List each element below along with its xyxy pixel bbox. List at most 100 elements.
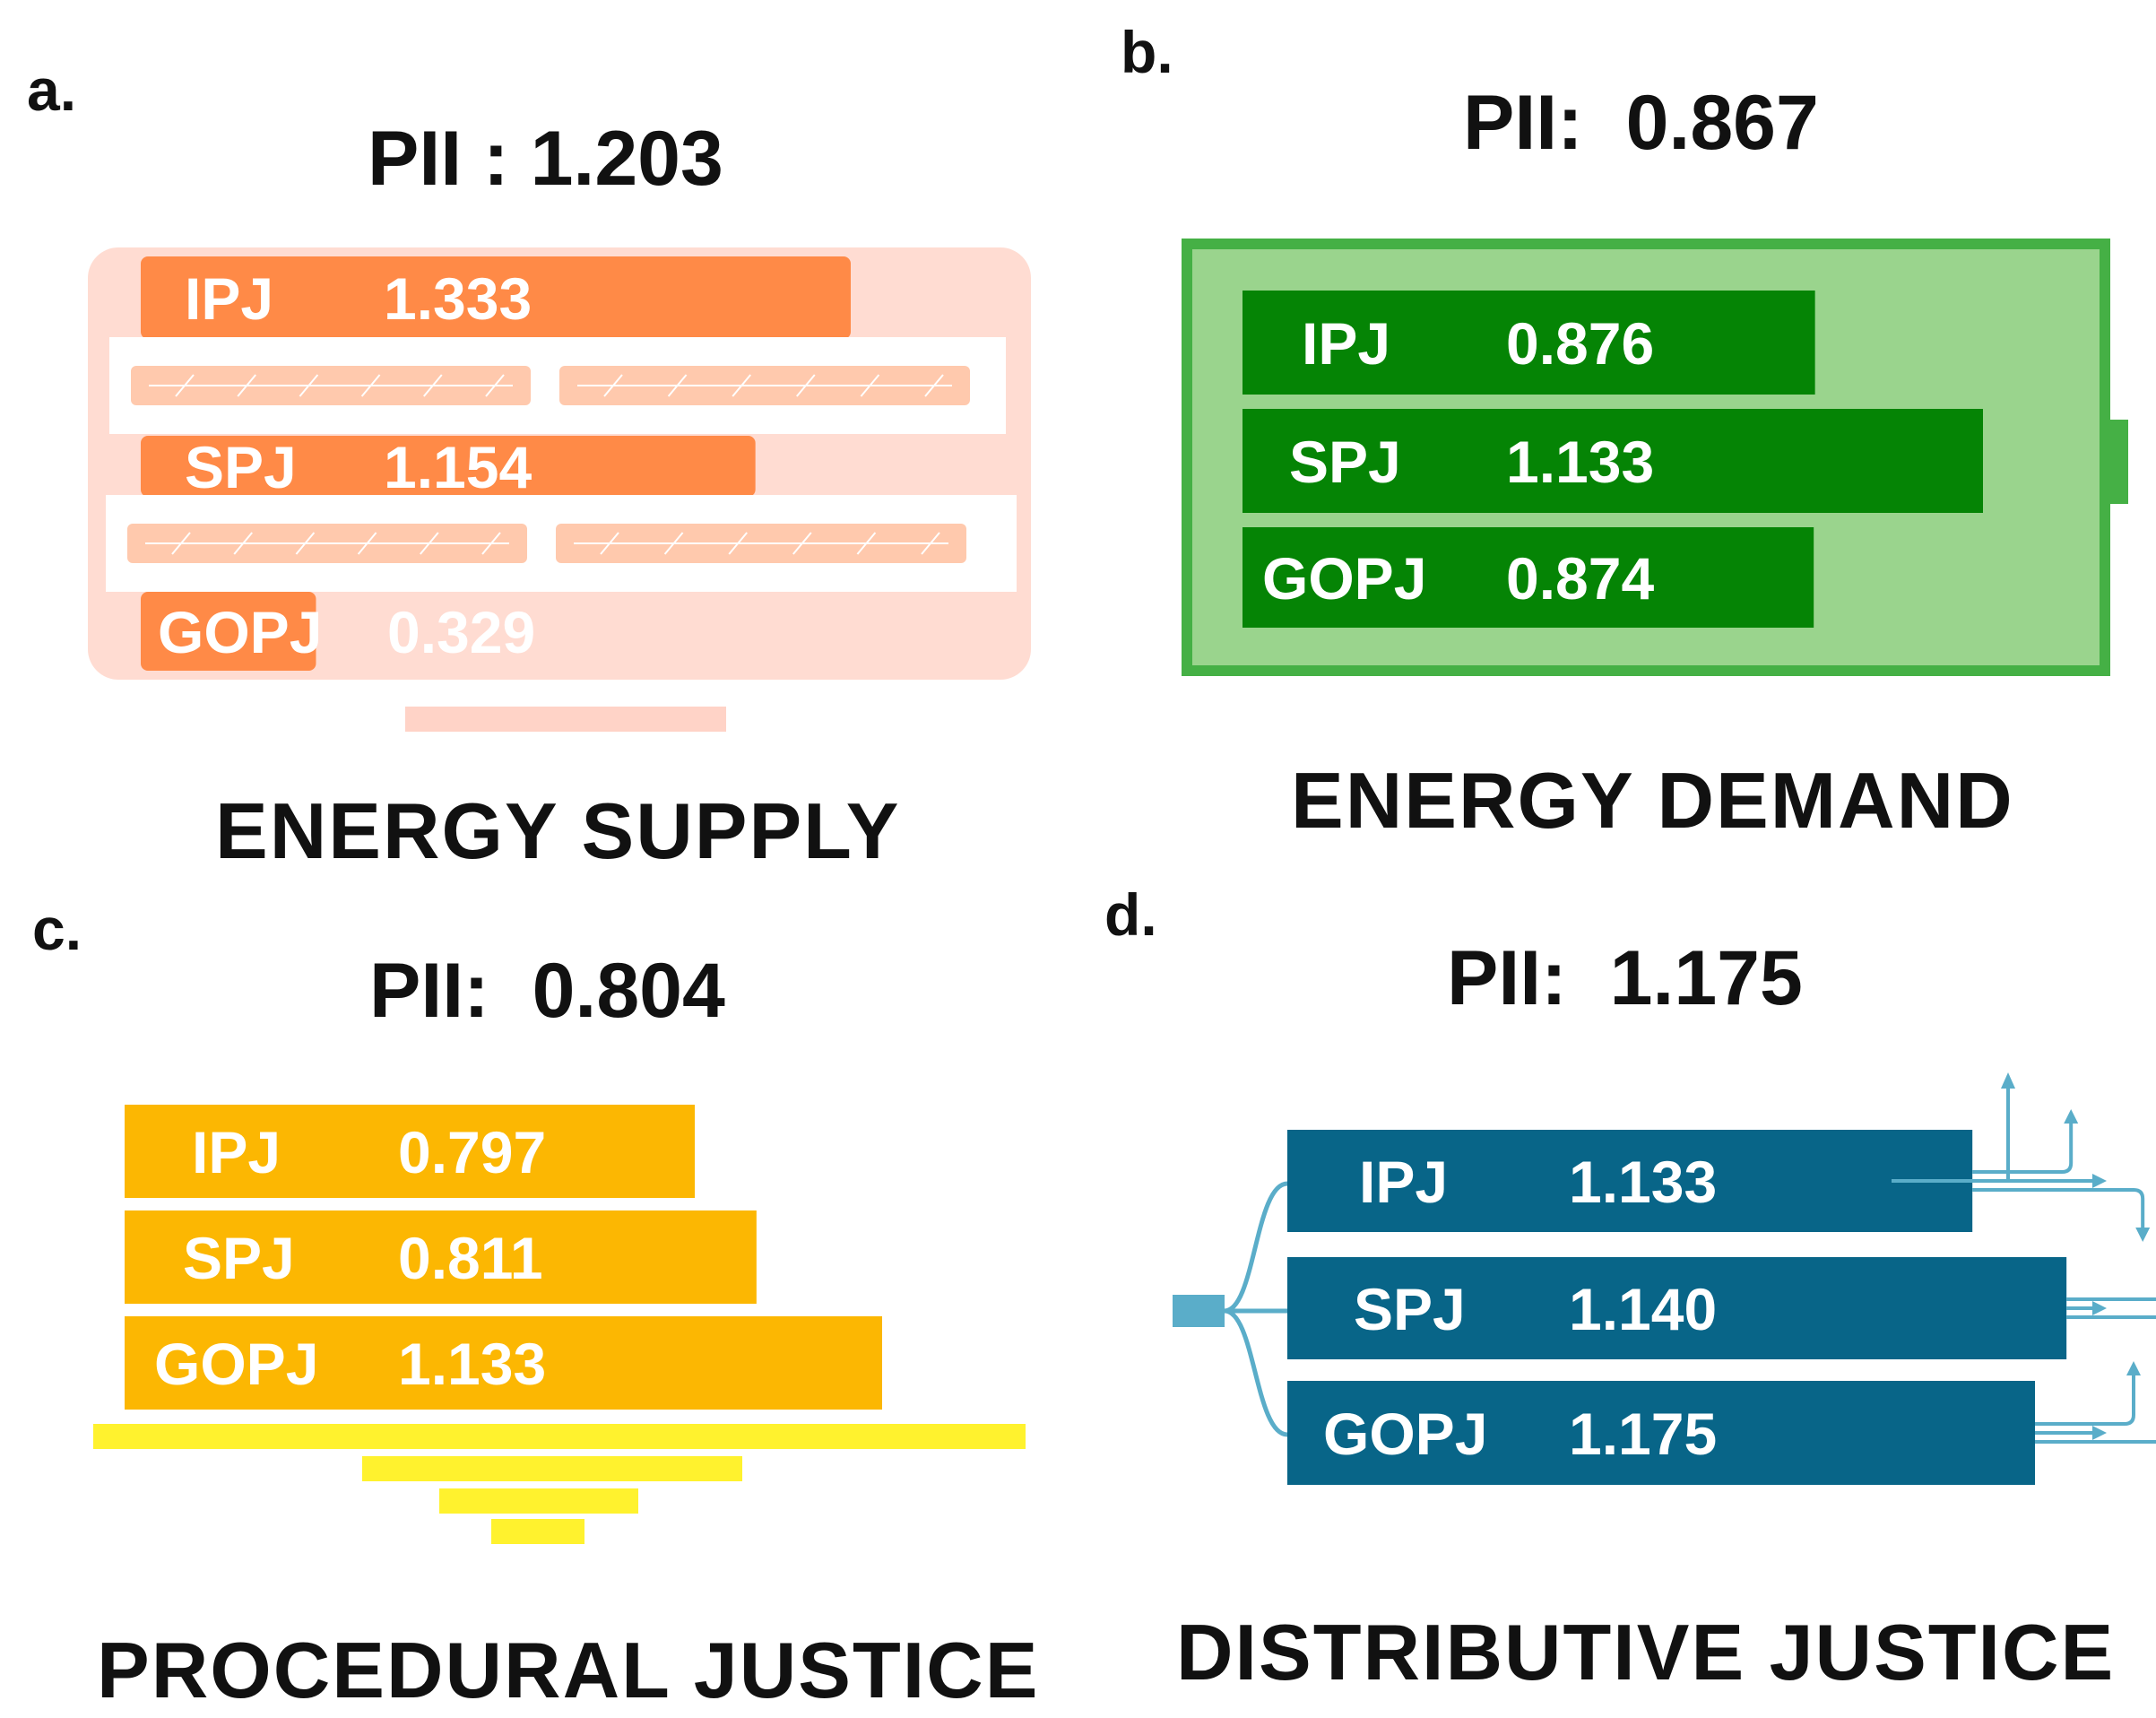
bar-value-label: 0.797 (398, 1119, 546, 1185)
bar-value-label: 1.333 (384, 265, 532, 332)
key-tick (728, 532, 748, 555)
key-tick (299, 374, 319, 397)
key-tick (237, 374, 256, 397)
panel-c-caption: PROCEDURAL JUSTICE (97, 1626, 1040, 1714)
bar-category-label: SPJ (183, 1225, 295, 1291)
flow-arrow (2066, 1315, 2156, 1319)
panel-c-chart: IPJ 0.797 SPJ 0.811 GOPJ 1.133 (93, 1105, 1026, 1544)
bar-value-label: 1.154 (384, 434, 532, 500)
bar-spj (1287, 1257, 2067, 1359)
bar-value-label: 0.329 (387, 599, 535, 665)
bar-value-label: 1.133 (1569, 1149, 1717, 1215)
flow-arrowhead (2092, 1301, 2107, 1315)
bar-category-label: SPJ (1354, 1276, 1466, 1342)
bar-value-label: 1.175 (1569, 1401, 1717, 1467)
bar-value-label: 1.140 (1569, 1276, 1717, 1342)
panel-a-caption: ENERGY SUPPLY (215, 786, 901, 875)
base-step (491, 1519, 584, 1544)
bar-category-label: GOPJ (1323, 1401, 1487, 1467)
bar-ipj (125, 1105, 695, 1198)
battery-terminal (2110, 420, 2128, 504)
pii-value: 0.804 (532, 948, 725, 1034)
key-tick (600, 532, 619, 555)
key-tick (295, 532, 316, 555)
pii-value: 1.175 (1609, 935, 1803, 1021)
pii-label: PII (368, 116, 463, 202)
bar-category-label: IPJ (192, 1119, 281, 1185)
key-tick (860, 374, 880, 397)
key-tick (796, 374, 816, 397)
bar-value-label: 0.876 (1506, 310, 1654, 377)
key-tick (663, 532, 684, 555)
monitor-stand (405, 707, 726, 732)
flow-arrow (2035, 1370, 2135, 1426)
flow-arrowhead (2126, 1361, 2141, 1375)
bar-ipj (1243, 291, 1815, 395)
bar-gopj (125, 1316, 882, 1410)
bar-category-label: IPJ (1302, 310, 1390, 377)
bar-category-label: GOPJ (158, 599, 322, 665)
pii-value: 0.867 (1625, 80, 1819, 166)
panel-c-letter: c. (32, 896, 82, 962)
key-tick (485, 374, 505, 397)
bar-category-label: GOPJ (154, 1331, 318, 1397)
bar-category-label: GOPJ (1262, 545, 1426, 612)
bar-category-label: SPJ (1289, 429, 1401, 495)
key-tick (792, 532, 812, 555)
flow-branch (1224, 1181, 1288, 1314)
flow-branch (1224, 1308, 1288, 1437)
bar-ipj (1287, 1130, 1973, 1232)
bar-value-label: 1.133 (1506, 429, 1654, 495)
base-step (362, 1456, 742, 1481)
bar-value-label: 0.874 (1506, 545, 1654, 612)
panel-b-letter: b. (1121, 19, 1173, 85)
bar-spj (125, 1210, 757, 1304)
panel-a-pii: PII : 1.203 (368, 116, 723, 202)
key-tick (357, 532, 377, 555)
flow-arrowhead (2001, 1072, 2015, 1089)
flow-source (1173, 1295, 1225, 1327)
key-tick (175, 374, 195, 397)
pii-label: PII (369, 948, 464, 1034)
panel-a-chart: IPJ 1.333 SPJ 1.154 GOPJ 0.329 (88, 247, 1031, 732)
panel-d-caption: DISTRIBUTIVE JUSTICE (1176, 1608, 2116, 1696)
key-tick (481, 532, 501, 555)
key-tick (856, 532, 877, 555)
panel-d-pii: PII: 1.175 (1447, 935, 1803, 1021)
flow-arrow (1972, 1118, 2074, 1174)
key-tick (924, 374, 944, 397)
key-tick (171, 532, 191, 555)
bar-category-label: SPJ (185, 434, 297, 500)
bar-gopj (1287, 1381, 2035, 1485)
pii-label: PII (1463, 80, 1558, 166)
pii-label: PII (1447, 935, 1542, 1021)
panel-a-letter: a. (27, 56, 77, 123)
bar-ipj (141, 256, 851, 339)
bar-category-label: IPJ (185, 265, 273, 332)
base-step (93, 1424, 1026, 1449)
flow-arrow (2035, 1440, 2156, 1444)
panel-b-caption: ENERGY DEMAND (1291, 756, 2014, 845)
flow-arrow (2066, 1297, 2156, 1301)
key-tick (603, 374, 623, 397)
flow-arrowhead (2092, 1174, 2107, 1188)
flow-arrow (1972, 1188, 2145, 1233)
bar-gopj (141, 592, 316, 671)
key-tick (360, 374, 381, 397)
key-tick (732, 374, 751, 397)
flow-arrow (1892, 1085, 2010, 1183)
flow-arrowhead (2092, 1426, 2107, 1440)
bar-value-label: 0.811 (398, 1225, 543, 1291)
flow-arrowhead (2135, 1228, 2151, 1242)
key-tick (420, 532, 439, 555)
panel-c-pii: PII: 0.804 (369, 948, 725, 1034)
panel-b-pii: PII: 0.867 (1463, 80, 1819, 166)
bar-spj (1243, 409, 1983, 513)
bar-spj (141, 436, 756, 497)
flow-arrowhead (2064, 1109, 2079, 1124)
key-tick (921, 532, 940, 555)
key-tick (667, 374, 688, 397)
pii-value: 1.203 (530, 116, 723, 202)
panel-d-letter: d. (1104, 881, 1157, 948)
key-tick (423, 374, 443, 397)
